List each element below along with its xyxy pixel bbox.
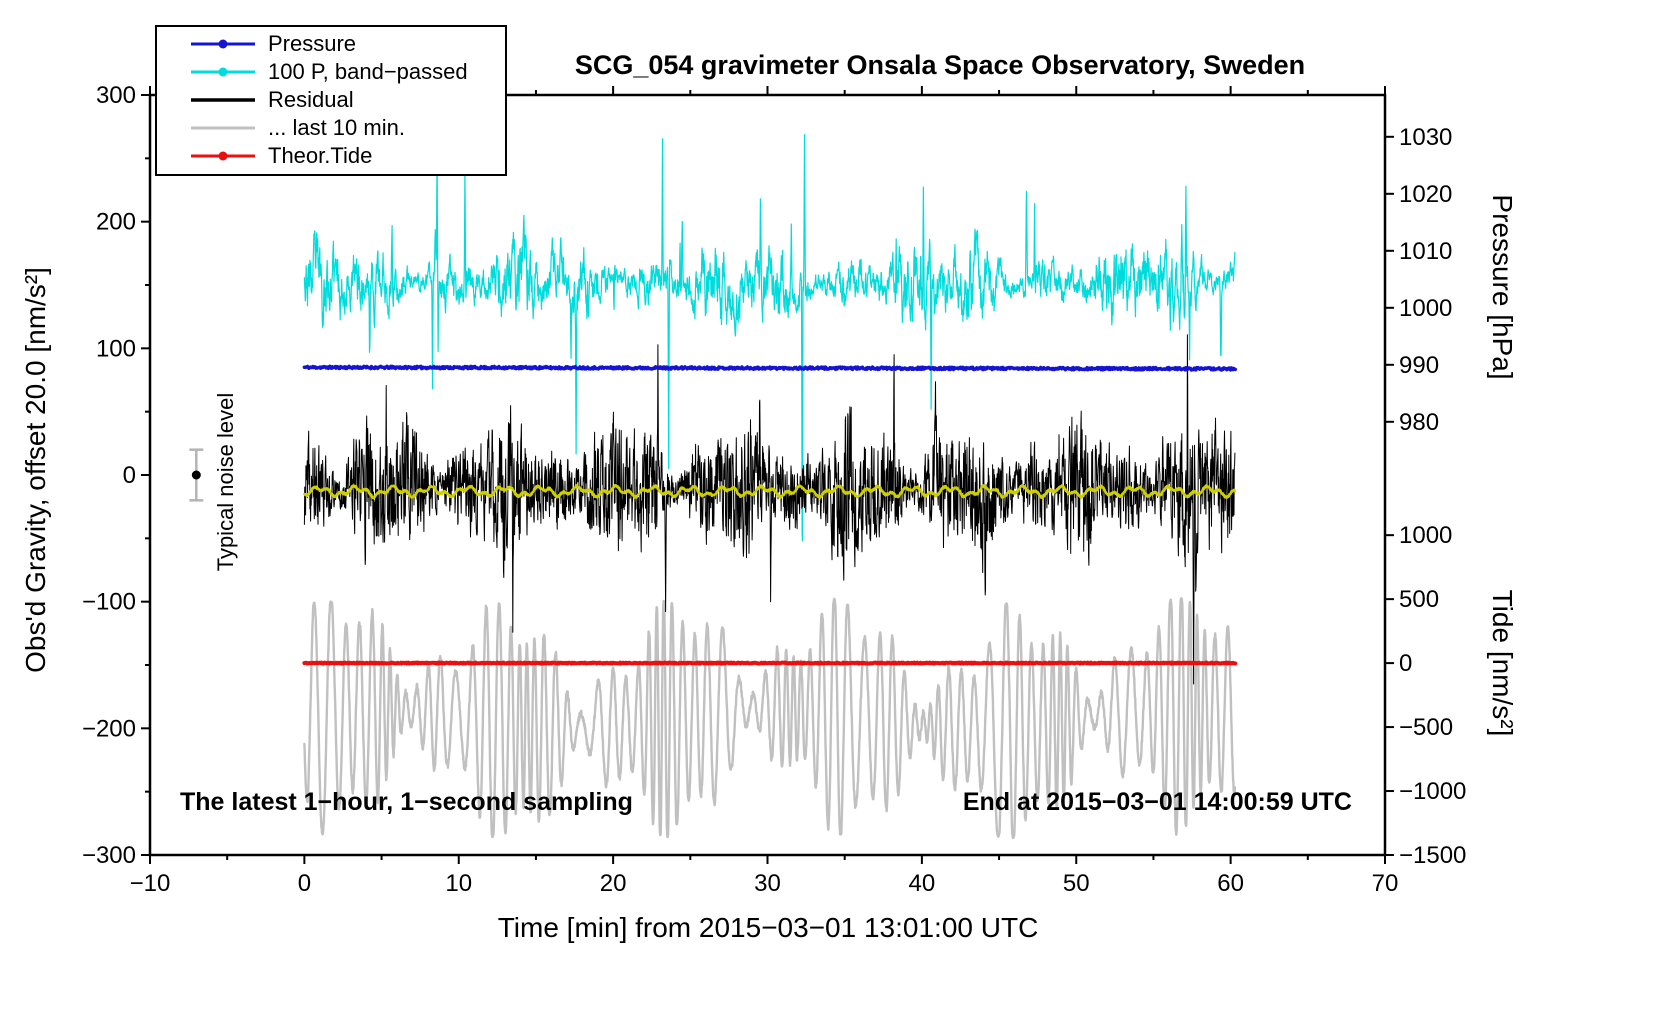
gravity-tick-label: −200 xyxy=(82,715,136,742)
series-group xyxy=(302,134,1238,840)
legend-label: 100 P, band−passed xyxy=(268,59,468,84)
tide-tick-label: 0 xyxy=(1399,650,1412,677)
x-tick-label: 30 xyxy=(754,870,781,897)
noise-level-point xyxy=(191,470,201,480)
y-axis-label-pressure: Pressure [hPa] xyxy=(1487,194,1518,380)
series-100-p-band-passed xyxy=(303,134,1236,542)
tide-tick-label: 500 xyxy=(1399,586,1439,613)
chart-title: SCG_054 gravimeter Onsala Space Observat… xyxy=(574,50,1306,80)
gravity-tick-label: −300 xyxy=(82,842,136,869)
y-axis-label-tide: Tide [nm/s²] xyxy=(1487,589,1518,737)
legend-item: Residual xyxy=(157,86,505,114)
x-tick-label: 0 xyxy=(298,870,311,897)
pressure-tick-label: 1020 xyxy=(1399,181,1452,208)
tide-tick-label: −1500 xyxy=(1399,842,1466,869)
gravity-tick-label: 300 xyxy=(96,82,136,109)
legend-item: 100 P, band−passed xyxy=(157,58,505,86)
sampling-note: The latest 1−hour, 1−second sampling xyxy=(180,788,633,816)
x-tick-label: 40 xyxy=(909,870,936,897)
series-residual-smoothed xyxy=(303,483,1237,500)
legend-swatch-theor-tide xyxy=(191,151,255,161)
legend-swatch-last-10-min xyxy=(191,126,255,130)
x-tick-label: −10 xyxy=(130,870,171,897)
legend-label: Residual xyxy=(268,87,354,112)
noise-level-label: Typical noise level xyxy=(213,392,238,572)
pressure-tick-label: 990 xyxy=(1399,352,1439,379)
noise-level-marker xyxy=(189,448,204,502)
legend-label: ... last 10 min. xyxy=(268,115,405,140)
x-tick-label: 10 xyxy=(445,870,472,897)
legend-item: Pressure xyxy=(157,30,505,58)
legend-swatch-pressure xyxy=(191,39,255,49)
gravity-tick-label: 200 xyxy=(96,209,136,236)
x-tick-label: 20 xyxy=(600,870,627,897)
pressure-tick-label: 1000 xyxy=(1399,295,1452,322)
gravity-tick-label: 0 xyxy=(123,462,136,489)
legend-swatch-residual xyxy=(191,98,255,102)
x-tick-label: 70 xyxy=(1372,870,1399,897)
gravity-tick-label: 100 xyxy=(96,335,136,362)
legend: Pressure 100 P, band−passed Residual ... la… xyxy=(155,25,507,176)
y-axis-label-gravity: Obs'd Gravity, offset 20.0 [nm/s²] xyxy=(20,267,51,673)
pressure-tick-label: 980 xyxy=(1399,409,1439,436)
tick-labels: −10 0 10 20 30 40 50 60 70−300−200−1000100200300… xyxy=(82,82,1466,897)
series-theor-tide xyxy=(302,660,1238,666)
legend-item: Theor.Tide xyxy=(157,142,505,170)
x-axis-label: Time [min] from 2015−03−01 13:01:00 UTC xyxy=(497,912,1039,943)
x-tick-label: 50 xyxy=(1063,870,1090,897)
pressure-tick-label: 1010 xyxy=(1399,238,1452,265)
tide-tick-label: 1000 xyxy=(1399,522,1452,549)
series-residual xyxy=(303,334,1236,685)
pressure-tick-label: 1030 xyxy=(1399,124,1452,151)
series-last-10-min xyxy=(303,597,1237,840)
tide-tick-label: −500 xyxy=(1399,714,1453,741)
tide-tick-label: −1000 xyxy=(1399,778,1466,805)
series-pressure xyxy=(302,364,1238,372)
legend-swatch-100-p-band-passed xyxy=(191,67,255,77)
x-tick-label: 60 xyxy=(1217,870,1244,897)
legend-item: ... last 10 min. xyxy=(157,114,505,142)
end-time-note: End at 2015−03−01 14:00:59 UTC xyxy=(962,788,1352,816)
gravity-tick-label: −100 xyxy=(82,589,136,616)
legend-label: Theor.Tide xyxy=(268,143,373,168)
legend-label: Pressure xyxy=(268,31,357,56)
